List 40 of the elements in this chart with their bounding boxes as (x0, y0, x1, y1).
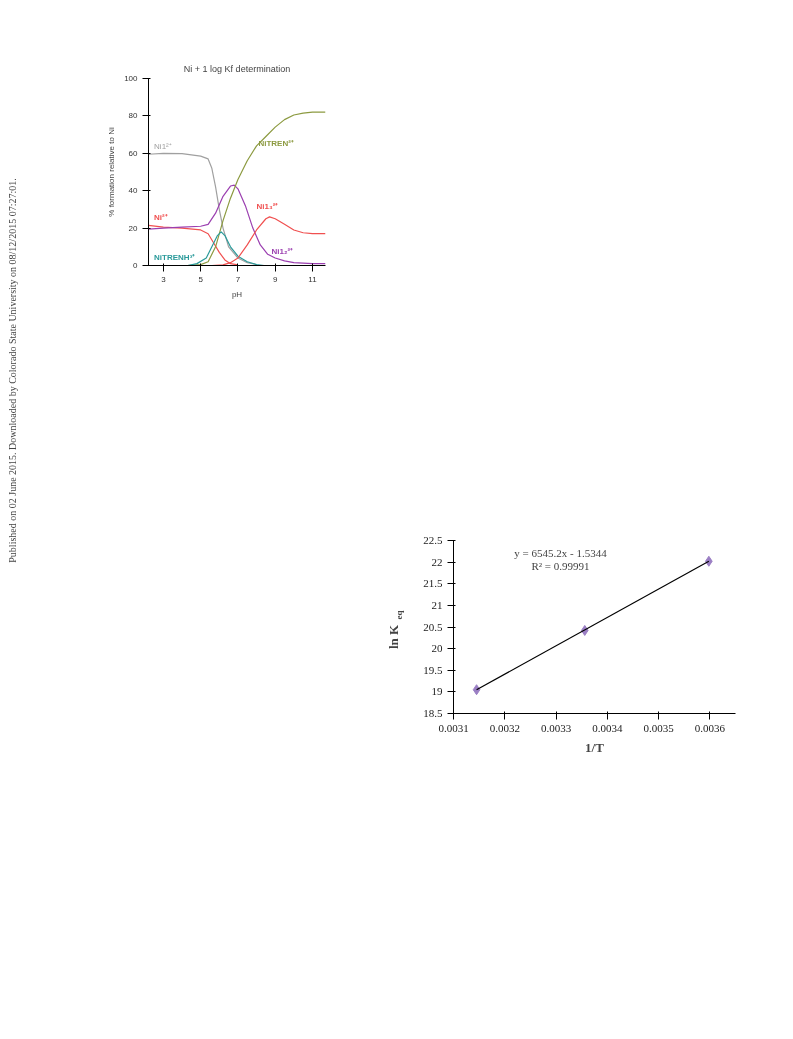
x-tick-label: 11 (308, 274, 318, 284)
text: Published on 02 June 2015. Downloaded by Colorado State University on 08/12/2015 07:27:01. (7, 178, 18, 563)
y-tick-label: 21.5 (423, 577, 443, 590)
chart-title: Ni + 1 log Kf determination (183, 63, 291, 74)
x-tick-label: 0.0032 (489, 721, 520, 734)
y-tick-label: 19 (431, 685, 443, 698)
y-tick-label: 22.5 (423, 534, 443, 546)
series-label: Ni1₃²⁺ (256, 202, 279, 212)
series-label: Ni1²⁺ (154, 142, 172, 152)
series-label: NiTRENH³⁺ (154, 252, 196, 262)
x-axis-title: 1/T (585, 739, 605, 755)
x-tick-label: 5 (198, 274, 204, 284)
series-label: Ni1₂²⁺ (271, 247, 294, 257)
y-tick-label: 80 (128, 111, 139, 121)
x-tick-label: 0.0034 (592, 721, 623, 734)
x-tick-label: 0.0031 (438, 721, 469, 734)
y-tick-label: 22 (431, 555, 443, 568)
x-axis-title: pH (231, 289, 243, 299)
x-tick-label: 3 (161, 274, 167, 284)
x-tick-label: 7 (235, 274, 241, 284)
x-tick-label: 0.0036 (694, 721, 726, 734)
x-tick-label: 0.0033 (540, 721, 572, 734)
y-tick-label: 18.5 (423, 707, 443, 719)
y-tick-label: 0 (133, 261, 139, 270)
y-tick-label: 40 (128, 186, 139, 196)
y-tick-label: 19.5 (423, 663, 443, 676)
annotation: y = 6545.2x - 1.5344 (514, 546, 608, 559)
y-tick-label: 60 (128, 148, 139, 158)
y-tick-label: 20 (128, 223, 139, 233)
y-axis-title: % formation relative to Ni (107, 127, 117, 217)
y-tick-label: 20.5 (423, 620, 443, 633)
y-tick-label: 21 (431, 598, 443, 611)
y-tick-label: 100 (124, 74, 139, 83)
series-label: Ni²⁺ (154, 213, 168, 223)
annotation: R² = 0.99991 (531, 559, 590, 572)
y-tick-label: 20 (431, 642, 443, 655)
x-tick-label: 0.0035 (643, 721, 675, 734)
x-tick-label: 9 (272, 274, 278, 284)
series-label: NiTREN²⁺ (258, 138, 294, 148)
y-axis-title: ln Keq (386, 610, 404, 650)
